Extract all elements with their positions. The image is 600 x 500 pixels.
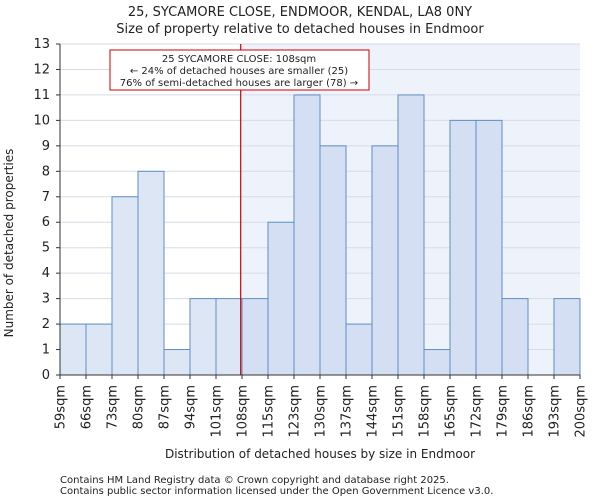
bar-179sqm — [501, 298, 529, 376]
chart-subtitle: Size of property relative to detached ho… — [116, 22, 484, 37]
bar-87sqm — [163, 349, 191, 376]
y-axis-label: Number of detached properties — [2, 149, 16, 338]
y-tick-label-9: 9 — [42, 139, 50, 154]
x-tick-label-123sqm: 123sqm — [288, 385, 303, 438]
x-tick-label-80sqm: 80sqm — [132, 385, 147, 429]
x-tick-label-73sqm: 73sqm — [106, 385, 121, 429]
chart-title: 25, SYCAMORE CLOSE, ENDMOOR, KENDAL, LA8… — [128, 5, 472, 20]
y-tick-label-1: 1 — [42, 343, 50, 358]
bar-144sqm — [371, 145, 399, 376]
bar-108sqm — [241, 298, 269, 376]
x-tick-label-87sqm: 87sqm — [158, 385, 173, 429]
bar-66sqm — [85, 323, 113, 376]
y-tick-label-5: 5 — [42, 241, 50, 256]
bar-130sqm — [319, 145, 347, 376]
bar-59sqm — [59, 323, 87, 376]
x-tick-label-130sqm: 130sqm — [314, 385, 329, 438]
y-tick-label-6: 6 — [42, 215, 50, 230]
bar-115sqm — [267, 221, 295, 376]
y-tick-label-0: 0 — [42, 368, 50, 383]
x-tick-label-172sqm: 172sqm — [470, 385, 485, 438]
x-tick-label-59sqm: 59sqm — [54, 385, 69, 429]
bar-151sqm — [397, 94, 425, 376]
x-tick-label-94sqm: 94sqm — [184, 385, 199, 429]
x-tick-label-66sqm: 66sqm — [80, 385, 95, 429]
bar-158sqm — [423, 349, 451, 376]
bar-101sqm — [215, 298, 243, 376]
bar-73sqm — [111, 196, 139, 376]
annotation-box: 25 SYCAMORE CLOSE: 108sqm ← 24% of detac… — [109, 49, 370, 91]
x-tick-label-137sqm: 137sqm — [340, 385, 355, 438]
x-tick-label-151sqm: 151sqm — [392, 385, 407, 438]
y-tick-label-10: 10 — [33, 113, 50, 128]
y-tick-label-3: 3 — [42, 292, 50, 307]
y-tick-label-11: 11 — [33, 88, 50, 103]
y-tick-label-4: 4 — [42, 266, 50, 281]
y-tick-label-12: 12 — [33, 62, 50, 77]
x-tick-label-101sqm: 101sqm — [210, 385, 225, 438]
x-tick-label-165sqm: 165sqm — [444, 385, 459, 438]
bar-172sqm — [475, 119, 503, 376]
bar-137sqm — [345, 323, 373, 376]
bar-123sqm — [293, 94, 321, 376]
annotation-border — [109, 49, 370, 91]
annotation-line-2: ← 24% of detached houses are smaller (25… — [130, 66, 348, 77]
y-tick-label-7: 7 — [42, 190, 50, 205]
x-axis-label: Distribution of detached houses by size … — [165, 447, 475, 461]
x-tick-label-200sqm: 200sqm — [574, 385, 589, 438]
y-tick-label-13: 13 — [33, 37, 50, 52]
bar-80sqm — [137, 170, 165, 376]
bar-94sqm — [189, 298, 217, 376]
x-tick-label-179sqm: 179sqm — [496, 385, 511, 438]
annotation-line-1: 25 SYCAMORE CLOSE: 108sqm — [162, 54, 316, 65]
x-tick-label-144sqm: 144sqm — [366, 385, 381, 438]
x-tick-label-193sqm: 193sqm — [548, 385, 563, 438]
bar-193sqm — [553, 298, 581, 376]
x-tick-label-115sqm: 115sqm — [262, 385, 277, 438]
y-tick-label-2: 2 — [42, 317, 50, 332]
bar-165sqm — [449, 119, 477, 376]
x-tick-label-108sqm: 108sqm — [236, 385, 251, 438]
x-tick-label-158sqm: 158sqm — [418, 385, 433, 438]
annotation-line-3: 76% of semi-detached houses are larger (… — [120, 78, 358, 89]
x-tick-label-186sqm: 186sqm — [522, 385, 537, 438]
footer-line-1: Contains HM Land Registry data © Crown c… — [60, 475, 449, 486]
footer-line-2: Contains public sector information licen… — [60, 486, 493, 497]
y-tick-label-8: 8 — [42, 164, 50, 179]
